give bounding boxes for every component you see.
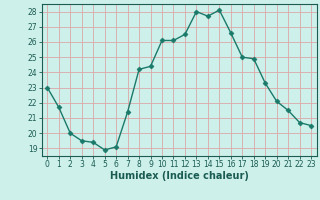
X-axis label: Humidex (Indice chaleur): Humidex (Indice chaleur) <box>110 171 249 181</box>
